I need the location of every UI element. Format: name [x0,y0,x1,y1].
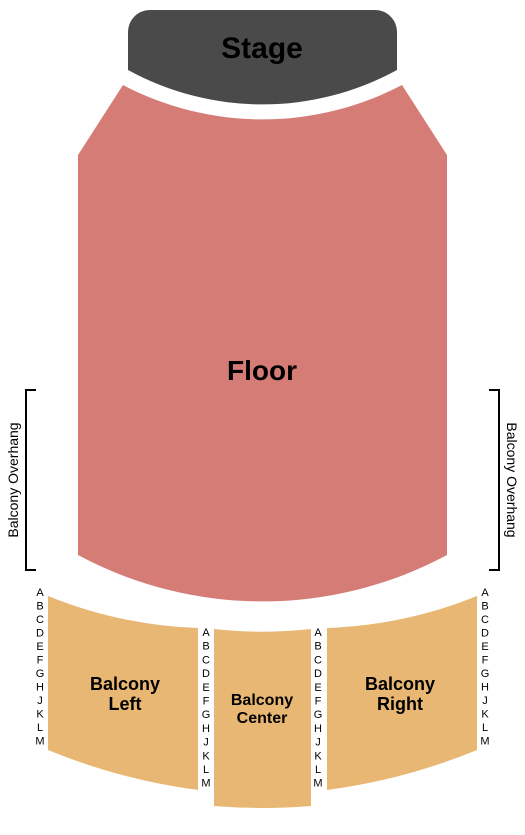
row-label: G [481,668,490,680]
row-label: A [36,587,44,599]
row-label: E [481,641,488,653]
stage-label: Stage [221,32,303,65]
row-label: K [202,750,210,762]
row-label: H [481,682,489,694]
row-label: L [315,764,321,776]
row-label: L [37,722,43,734]
row-label: E [314,682,321,694]
row-label: M [35,736,44,748]
row-label: D [481,628,489,640]
row-label: G [202,709,211,721]
row-labels-inner-left: ABCDEFGHJKLM [201,627,210,790]
row-label: A [314,627,322,639]
row-label: B [314,641,321,653]
row-label: C [314,654,322,666]
row-label: B [481,601,488,613]
row-label: H [36,682,44,694]
overhang-right-bracket [489,390,499,570]
row-label: F [482,655,489,667]
row-labels-inner-right: ABCDEFGHJKLM [480,587,489,748]
row-label: B [36,601,43,613]
balcony-overhang-left: Balcony Overhang [5,390,36,570]
row-label: H [202,723,210,735]
row-labels-center-left: ABCDEFGHJKLM [313,627,322,790]
balcony-center-label: BalconyCenter [231,692,293,727]
floor-section[interactable] [78,85,447,601]
row-label: C [481,614,489,626]
row-label: J [37,695,43,707]
row-label: M [480,736,489,748]
row-label: L [203,764,209,776]
row-label: D [202,668,210,680]
row-label: G [36,668,45,680]
row-label: D [36,628,44,640]
row-label: H [314,723,322,735]
row-label: F [203,696,210,708]
row-label: L [482,722,488,734]
row-label: K [481,709,489,721]
row-label: F [37,655,44,667]
seating-chart: Stage Floor Balcony Overhang Balcony Ove… [0,0,525,835]
row-label: G [314,709,323,721]
balcony-overhang-right: Balcony Overhang [489,390,520,570]
row-label: E [202,682,209,694]
overhang-right-label: Balcony Overhang [504,422,520,537]
row-label: A [481,587,489,599]
row-label: M [201,778,210,790]
row-label: C [36,614,44,626]
row-labels-outer-left: ABCDEFGHJKLM [35,587,44,748]
row-label: C [202,654,210,666]
row-label: K [314,750,322,762]
row-label: B [202,641,209,653]
row-label: F [315,696,322,708]
floor-label: Floor [227,355,297,386]
row-label: J [315,737,321,749]
row-label: E [36,641,43,653]
row-label: M [313,778,322,790]
row-label: A [202,627,210,639]
overhang-left-bracket [26,390,36,570]
row-label: K [36,709,44,721]
row-label: J [482,695,488,707]
row-label: D [314,668,322,680]
overhang-left-label: Balcony Overhang [5,422,21,537]
row-label: J [203,737,209,749]
